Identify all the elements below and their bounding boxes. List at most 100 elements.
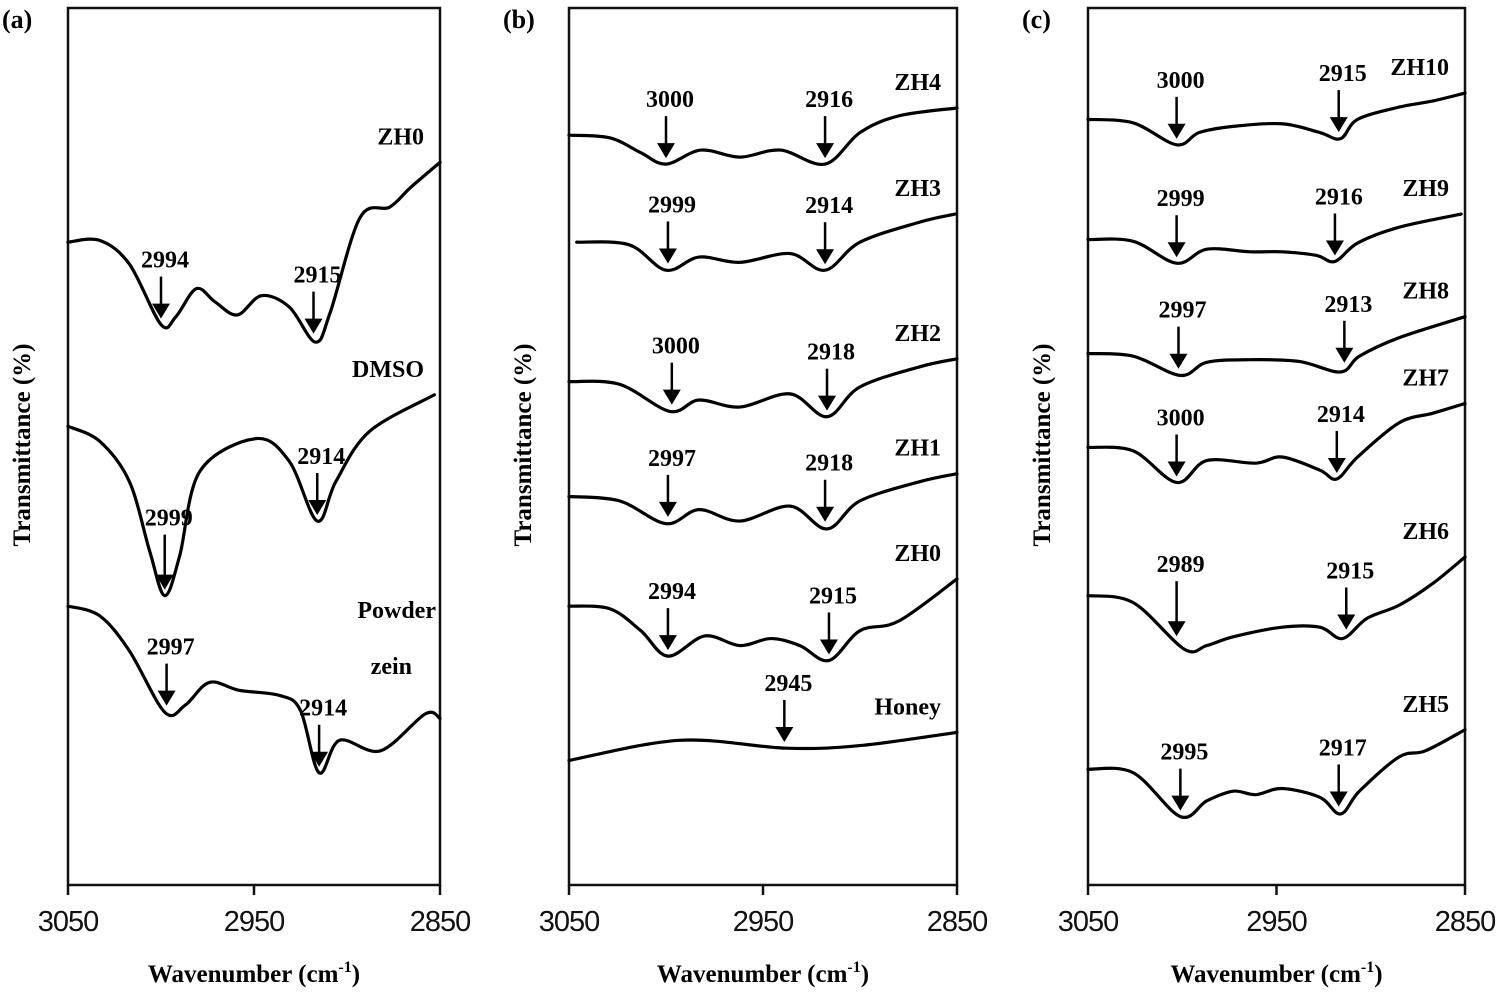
arrow-head-icon — [658, 248, 677, 264]
panel-1: (b) 3050 2950 2850 Wavenumber (cm-1) Transmit… — [503, 5, 988, 988]
series-dmso: 2999 2914 DMSO — [66, 357, 437, 598]
spectrum-line — [567, 730, 959, 763]
peak-label: 2997 — [648, 446, 696, 472]
series-label: ZH1 — [894, 436, 941, 462]
panel-label: (c) — [1022, 5, 1051, 34]
peak-label: 2999 — [648, 192, 696, 218]
x-tick-label: 2850 — [927, 906, 988, 938]
peak-label: 2914 — [805, 193, 853, 219]
series-zh6: 2989 2915 ZH6 — [1086, 519, 1467, 654]
series-label: Honey — [874, 694, 941, 720]
spectrum-line — [66, 160, 442, 344]
series-zh5: 2995 2917 ZH5 — [1086, 692, 1467, 820]
x-axis-title: Wavenumber (cm-1) — [1170, 959, 1382, 988]
series-label: DMSO — [352, 357, 424, 383]
peak-label: 2915 — [1319, 61, 1367, 87]
peak-label: 2918 — [805, 451, 853, 477]
series-label: ZH3 — [894, 176, 941, 202]
peak-label: 2917 — [1319, 735, 1367, 761]
series-label: ZH10 — [1390, 55, 1449, 81]
spectrum-line — [1086, 212, 1463, 265]
series-zh1: 2997 2918 ZH1 — [567, 436, 959, 531]
peak-label: 2916 — [1315, 184, 1363, 210]
panel-label: (a) — [2, 5, 32, 34]
spectrum-line — [567, 577, 959, 663]
arrow-head-icon — [1327, 457, 1346, 473]
spectrum-line — [1086, 91, 1467, 147]
arrow-head-icon — [662, 389, 681, 405]
spectrum-line — [567, 472, 959, 531]
peak-label: 2997 — [1158, 298, 1206, 324]
y-axis-title: Transmittance (%) — [1029, 344, 1056, 547]
peak-label: 2999 — [1157, 186, 1205, 212]
arrow-head-icon — [658, 501, 677, 517]
arrow-head-icon — [1335, 347, 1354, 363]
spectrum-line — [575, 212, 957, 272]
series-honey: 2945 Honey — [567, 671, 959, 763]
arrow-head-icon — [304, 318, 323, 334]
arrow-head-icon — [816, 249, 835, 265]
arrow-head-icon — [1329, 117, 1348, 133]
peak-label: 2945 — [764, 671, 812, 697]
arrow-head-icon — [818, 395, 837, 411]
arrow-head-icon — [155, 574, 174, 590]
peak-label: 3000 — [1157, 405, 1205, 431]
series-label: ZH2 — [894, 321, 941, 347]
arrow-head-icon — [658, 635, 677, 651]
arrow-head-icon — [1325, 240, 1344, 256]
x-tick-label: 2950 — [224, 906, 285, 938]
series-label: Powder — [357, 598, 436, 624]
x-tick-label: 2950 — [1246, 906, 1307, 938]
x-tick-label: 3050 — [38, 906, 99, 938]
series-zh8: 2997 2913 ZH8 — [1086, 279, 1467, 378]
arrow-head-icon — [816, 143, 835, 159]
spectrum-line — [567, 106, 959, 166]
peak-label: 2999 — [145, 506, 193, 532]
spectrum-line — [1086, 555, 1467, 654]
x-axis-title: Wavenumber (cm-1) — [657, 959, 869, 988]
peak-label: 2914 — [297, 444, 345, 470]
series-zh10: 3000 2915 ZH10 — [1086, 55, 1467, 147]
arrow-head-icon — [816, 506, 835, 522]
series-label: ZH5 — [1402, 692, 1449, 718]
peak-label: 2995 — [1160, 740, 1208, 766]
x-tick-label: 3050 — [539, 906, 600, 938]
peak-label: 2997 — [147, 635, 195, 661]
arrow-head-icon — [1169, 353, 1188, 369]
arrow-head-icon — [1167, 123, 1186, 139]
arrow-head-icon — [152, 303, 170, 319]
peak-label: 2915 — [1326, 558, 1374, 584]
peak-label: 2915 — [809, 583, 857, 609]
spectrum-line — [1086, 315, 1467, 378]
series-label: ZH8 — [1402, 279, 1449, 305]
series-zh4: 3000 2916 ZH4 — [567, 70, 959, 166]
spectrum-line — [1086, 728, 1467, 820]
peak-label: 2989 — [1157, 552, 1205, 578]
x-axis-title: Wavenumber (cm-1) — [148, 959, 360, 988]
series-label: ZH7 — [1402, 366, 1449, 392]
arrow-head-icon — [1167, 621, 1186, 637]
arrow-head-icon — [310, 751, 329, 767]
peak-label: 3000 — [652, 334, 700, 360]
y-axis-title: Transmittance (%) — [510, 344, 537, 547]
arrow-head-icon — [1329, 791, 1348, 807]
spectrum-line — [66, 604, 442, 775]
series-zh2: 3000 2918 ZH2 — [567, 321, 959, 419]
series-label: zein — [371, 654, 412, 680]
series-label: ZH9 — [1402, 176, 1449, 202]
arrow-head-icon — [308, 500, 327, 516]
series-label: ZH0 — [377, 124, 424, 150]
arrow-head-icon — [657, 143, 675, 159]
x-tick-label: 2850 — [410, 906, 471, 938]
peak-label: 2915 — [294, 263, 342, 289]
series-zh7: 3000 2914 ZH7 — [1086, 366, 1467, 485]
series-zh9: 2999 2916 ZH9 — [1086, 176, 1463, 265]
arrow-head-icon — [157, 690, 176, 706]
arrow-head-icon — [1167, 242, 1186, 258]
peak-label: 2994 — [648, 579, 696, 605]
peak-label: 2913 — [1324, 292, 1372, 318]
y-axis-title: Transmittance (%) — [9, 344, 36, 547]
x-tick-label: 2850 — [1435, 906, 1496, 938]
peak-label: 2916 — [805, 87, 853, 113]
